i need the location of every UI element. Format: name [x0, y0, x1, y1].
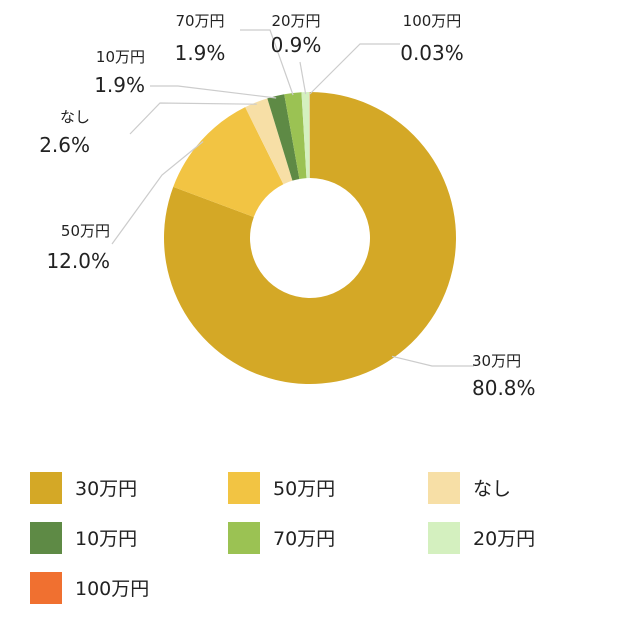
slice-labels: 30万円 80.8% 50万円 12.0% なし 2.6% 10万円 1.9% 70万円 1.9%… [39, 12, 535, 400]
legend-swatch-4 [30, 522, 62, 554]
donut-slices [163, 92, 457, 384]
slice-label-1: 30万円 [472, 352, 521, 370]
legend-swatch-5 [228, 522, 260, 554]
slice-label-4: 10万円 [96, 48, 145, 66]
slice-5 [284, 92, 307, 179]
slice-label-3: なし [60, 108, 90, 126]
slice-3 [245, 98, 293, 185]
leader-lines [111, 29, 474, 367]
slice-label-7: 100万円 [403, 12, 462, 30]
slice-value-6: 0.9% [271, 33, 322, 57]
leader-line-1 [391, 355, 474, 367]
leader-line-4 [150, 85, 277, 99]
leader-line-7 [309, 43, 400, 95]
slice-value-3: 2.6% [39, 133, 90, 157]
legend-label-3: なし [473, 478, 511, 500]
slice-value-5: 1.9% [175, 41, 226, 65]
legend-swatch-7 [30, 572, 62, 604]
legend-label-5: 70万円 [273, 528, 335, 550]
legend-label-4: 10万円 [75, 528, 137, 550]
legend-label-2: 50万円 [273, 478, 335, 500]
legend: 30万円 50万円 なし 10万円 70万円 20万円 100万円 [30, 472, 535, 604]
slice-label-6: 20万円 [271, 12, 320, 30]
legend-label-6: 20万円 [473, 528, 535, 550]
slice-value-4: 1.9% [94, 73, 145, 97]
leader-line-2 [111, 141, 204, 245]
slice-label-5: 70万円 [175, 12, 224, 30]
legend-label-7: 100万円 [75, 578, 149, 600]
slice-value-2: 12.0% [46, 249, 110, 273]
slice-2 [173, 107, 284, 217]
legend-swatch-2 [228, 472, 260, 504]
slice-label-2: 50万円 [61, 222, 110, 240]
leader-line-5 [240, 29, 294, 96]
leader-line-6 [299, 61, 307, 95]
legend-swatch-6 [428, 522, 460, 554]
legend-swatch-1 [30, 472, 62, 504]
slice-6 [301, 92, 310, 179]
legend-swatch-3 [428, 472, 460, 504]
slice-value-7: 0.03% [400, 41, 464, 65]
leader-line-3 [129, 102, 257, 135]
slice-value-1: 80.8% [472, 376, 536, 400]
legend-label-1: 30万円 [75, 478, 137, 500]
slice-4 [267, 94, 300, 181]
slice-1 [163, 92, 457, 384]
